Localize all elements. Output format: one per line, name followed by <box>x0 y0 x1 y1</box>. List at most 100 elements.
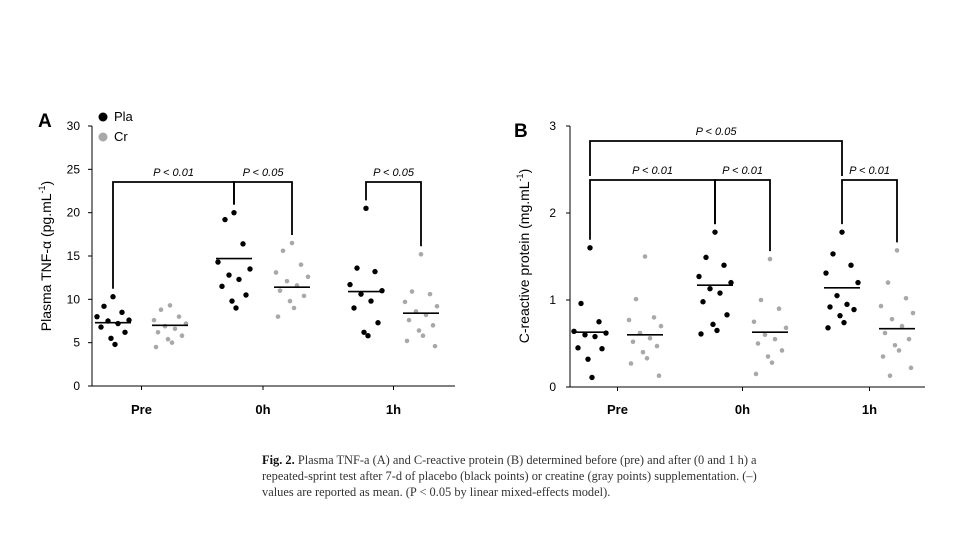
data-point-pla <box>236 276 242 283</box>
data-point-pla <box>372 268 378 275</box>
data-point-pla <box>724 312 730 318</box>
data-point-cr <box>416 328 422 333</box>
data-point-pla <box>587 245 593 251</box>
data-point-cr <box>658 323 664 329</box>
data-point-cr <box>640 349 646 355</box>
data-point-pla <box>589 374 595 381</box>
data-point-pla <box>698 331 704 337</box>
data-point-pla <box>215 259 221 265</box>
data-point-cr <box>889 316 895 322</box>
data-point-cr <box>633 296 639 302</box>
data-point-cr <box>418 251 424 257</box>
x-tick-label: Pre <box>131 402 152 417</box>
data-point-pla <box>229 298 235 304</box>
y-tick-label: 30 <box>67 119 81 133</box>
data-point-cr <box>626 317 632 323</box>
data-point-cr <box>402 299 408 305</box>
data-point-cr <box>291 305 297 311</box>
data-point-pla <box>365 333 371 339</box>
data-point-cr <box>769 360 775 365</box>
panel-b-label: B <box>514 121 528 142</box>
y-tick-label: 1 <box>549 293 556 307</box>
panel-a-data-points <box>94 205 440 350</box>
data-point-pla <box>575 345 581 351</box>
data-point-cr <box>167 303 173 308</box>
y-tick-label: 5 <box>73 336 80 350</box>
data-point-pla <box>94 313 100 320</box>
data-point-cr <box>906 336 912 342</box>
data-point-pla <box>839 229 845 235</box>
data-point-cr <box>169 340 175 345</box>
data-point-pla <box>126 317 132 323</box>
data-point-cr <box>432 343 438 349</box>
data-point-cr <box>155 329 161 335</box>
data-point-pla <box>837 312 843 319</box>
panel-a: A Pla Cr 0 5 10 15 20 25 30 Pre 0h 1h Plasma TNF-… <box>37 109 455 417</box>
caption-label: Fig. 2. <box>262 453 295 467</box>
significance-label: P < 0.05 <box>373 167 415 179</box>
data-point-pla <box>247 266 253 272</box>
data-point-cr <box>434 303 440 309</box>
data-point-cr <box>751 319 757 325</box>
significance-label: P < 0.05 <box>243 167 285 179</box>
data-point-cr <box>765 354 771 359</box>
significance-label: P < 0.01 <box>722 165 763 177</box>
data-point-pla <box>603 330 609 336</box>
data-point-pla <box>233 305 239 311</box>
data-point-cr <box>644 355 650 361</box>
caption-text: Plasma TNF-a (A) and C-reactive protein … <box>262 453 757 499</box>
data-point-cr <box>275 314 281 319</box>
significance-label: P < 0.01 <box>153 167 194 179</box>
data-point-pla <box>728 279 734 286</box>
data-point-cr <box>755 341 761 346</box>
panel-b-axes: 0 1 2 3 Pre 0h 1h <box>549 119 925 417</box>
data-point-pla <box>240 241 246 247</box>
data-point-pla <box>354 265 360 271</box>
data-point-cr <box>158 307 164 313</box>
data-point-pla <box>592 333 598 340</box>
data-point-pla <box>347 281 353 288</box>
data-point-pla <box>119 309 125 316</box>
significance-bracket <box>589 140 843 176</box>
data-point-pla <box>219 283 225 290</box>
data-point-pla <box>721 262 727 268</box>
data-point-cr <box>880 354 886 359</box>
data-point-pla <box>108 335 114 342</box>
panel-a-axes: 0 5 10 15 20 25 30 Pre 0h 1h <box>67 119 455 417</box>
data-point-pla <box>848 262 854 268</box>
significance-bracket <box>233 181 293 235</box>
data-point-pla <box>599 346 605 352</box>
significance-bracket <box>589 179 716 240</box>
data-point-pla <box>700 299 706 305</box>
data-point-cr <box>882 330 888 336</box>
significance-bracket <box>112 181 235 289</box>
data-point-cr <box>758 297 764 303</box>
data-point-pla <box>98 324 104 330</box>
data-point-cr <box>172 326 178 332</box>
data-point-cr <box>776 306 782 312</box>
data-point-cr <box>772 336 778 342</box>
data-point-cr <box>908 365 914 371</box>
significance-bracket <box>714 179 771 252</box>
figure-caption: Fig. 2. Plasma TNF-a (A) and C-reactive … <box>262 452 762 500</box>
data-point-pla <box>696 273 702 280</box>
y-tick-label: 0 <box>73 379 80 393</box>
data-point-cr <box>887 373 893 378</box>
y-tick-label: 15 <box>67 249 81 263</box>
data-point-cr <box>430 323 436 328</box>
data-point-cr <box>896 348 902 353</box>
data-point-pla <box>717 290 723 296</box>
panel-a-y-axis-label: Plasma TNF-α (pg.mL-1) <box>37 181 54 331</box>
data-point-cr <box>298 262 304 267</box>
data-point-pla <box>714 327 720 334</box>
data-point-cr <box>420 333 426 339</box>
data-point-pla <box>112 341 118 348</box>
panel-b-data-points <box>571 229 916 381</box>
legend: Pla Cr <box>98 109 134 144</box>
data-point-pla <box>231 209 237 216</box>
panel-b-mean-lines <box>572 284 915 336</box>
data-point-cr <box>273 270 279 275</box>
data-point-pla <box>703 254 709 261</box>
data-point-cr <box>153 344 159 350</box>
data-point-pla <box>358 291 364 297</box>
